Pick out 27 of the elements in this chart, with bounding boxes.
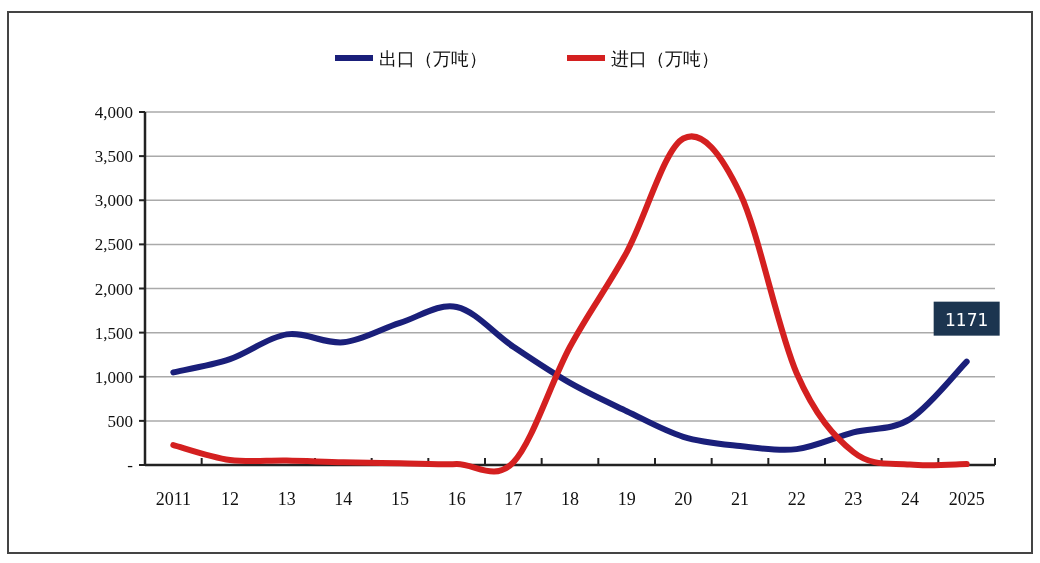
y-tick-label: 3,000: [94, 191, 133, 211]
x-tick-label: 14: [334, 489, 353, 509]
x-tick-label: 24: [901, 489, 919, 509]
y-tick-label: 2,500: [94, 235, 133, 255]
x-tick-label: 12: [221, 489, 239, 509]
y-tick-label: 3,500: [94, 147, 133, 167]
legend-label: 出口（万吨）: [379, 48, 487, 69]
x-tick-label: 23: [844, 489, 863, 509]
x-tick-label: 20: [674, 489, 693, 509]
y-tick-label: 500: [107, 411, 133, 431]
data-label: 1171: [945, 309, 989, 330]
x-tick-label: 16: [447, 489, 466, 509]
x-tick-label: 18: [561, 489, 579, 509]
y-tick-label: 1,000: [94, 367, 133, 387]
y-tick-label: 2,000: [94, 279, 133, 299]
x-tick-label: 19: [617, 489, 636, 509]
x-tick-label: 22: [787, 489, 806, 509]
x-tick-label: 2011: [155, 489, 192, 509]
x-tick-label: 21: [731, 489, 749, 509]
y-tick-label: -: [127, 456, 134, 475]
x-tick-label: 13: [277, 489, 296, 509]
x-tick-label: 17: [504, 489, 523, 509]
y-tick-label: 1,500: [94, 323, 133, 343]
legend-label: 进口（万吨）: [611, 48, 719, 69]
x-tick-label: 2025: [948, 489, 985, 509]
x-tick-label: 15: [391, 489, 409, 509]
y-tick-label: 4,000: [94, 103, 133, 122]
